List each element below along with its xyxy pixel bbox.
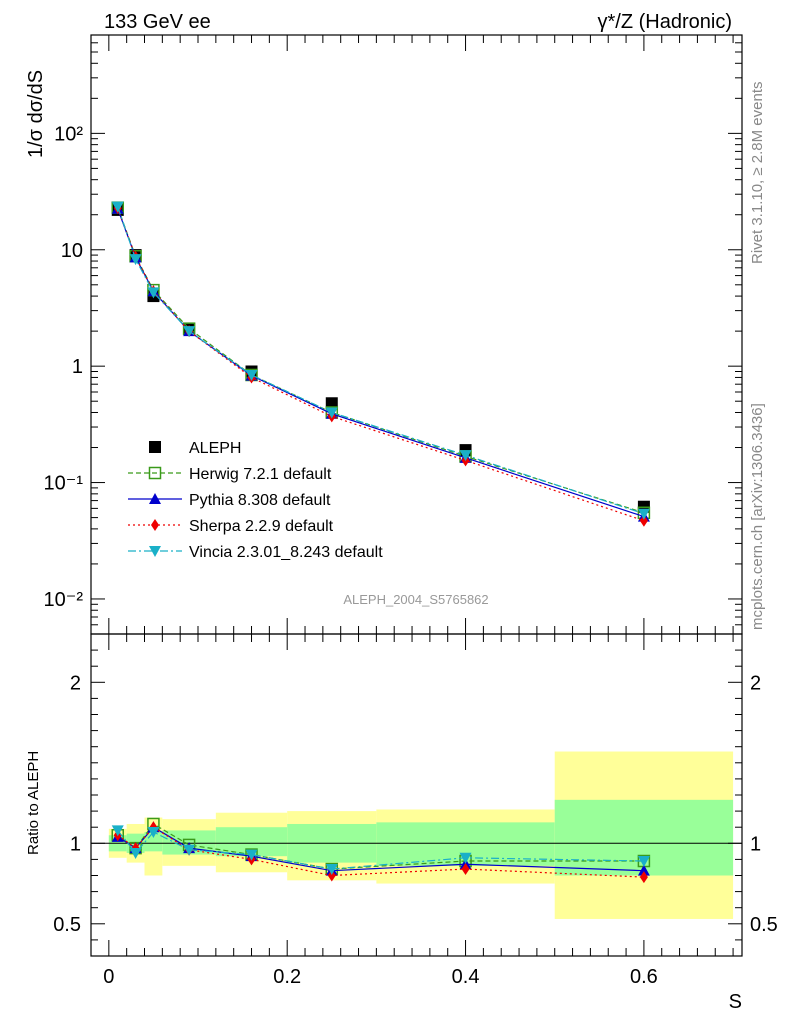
ratio-line-sherpa [117,826,644,878]
rivet-label: Rivet 3.1.10, ≥ 2.8M events [749,82,766,265]
legend-marker-data [149,441,161,453]
main-point-vincia [325,407,338,419]
main-point-sherpa [639,514,648,527]
x-axis-label: S [729,991,742,1013]
ratio-point-vincia [245,849,258,861]
header-left: 133 GeV ee [104,11,211,33]
main-point-vincia [637,508,650,520]
legend-marker-vincia [149,546,161,557]
ratio-point-sherpa [461,863,470,876]
ratio-y-tick-label-right: 2 [750,672,761,694]
main-line-pythia [117,208,645,518]
ratio-point-sherpa [639,871,648,884]
main-y-tick-label: 10⁻¹ [44,473,84,495]
analysis-id: ALEPH_2004_S5765862 [343,592,488,607]
x-tick-label: 0.4 [452,966,480,988]
x-tick-label: 0 [103,966,114,988]
ratio-point-vincia [147,827,160,839]
ratio-y-tick-label-left: 0.5 [53,914,81,936]
ratio-uncertainty-bands [108,751,734,919]
ratio-y-axis-label: Ratio to ALEPH [25,751,42,855]
x-tick-label: 0.6 [630,966,658,988]
main-series-layer [111,201,651,527]
main-y-tick-label: 10² [54,123,83,145]
ratio-y-tick-label-left: 2 [70,672,81,694]
main-point-vincia [111,201,124,213]
legend-marker-sherpa [151,519,159,531]
main-point-vincia [459,450,472,462]
ratio-point-vincia [183,844,196,856]
legend-marker-herwig [148,466,162,480]
ratio-point-vincia [325,864,338,876]
mcplots-label: mcplots.cern.ch [arXiv:1306.3436] [749,403,766,630]
x-tick-label: 0.2 [273,966,301,988]
ratio-point-sherpa [327,869,336,882]
legend-label-sherpa: Sherpa 2.2.9 default [189,518,334,535]
ratio-point-vincia [459,852,472,864]
legend-label-herwig: Herwig 7.2.1 default [189,466,332,483]
main-point-vincia [245,369,258,381]
ratio-point-vincia [129,847,142,859]
main-y-tick-label: 1 [72,356,83,378]
ratio-y-tick-label-right: 0.5 [750,914,778,936]
ratio-point-vincia [637,856,650,868]
ratio-point-vincia [111,825,124,837]
axes-layer: 10⁻² 10⁻¹ 1 10 10² 0.5 0.5 1 1 2 2 0 0.2 0.4 0.6 [44,34,778,988]
ratio-series-layer [111,817,651,884]
legend: ALEPH Herwig 7.2.1 default Pythia 8.308 de… [128,440,383,561]
main-point-vincia [129,254,142,266]
legend-marker-pythia [149,493,161,504]
legend-label-vincia: Vincia 2.3.01_8.243 default [189,544,383,561]
main-y-tick-label: 10 [61,240,83,262]
legend-label-data: ALEPH [189,440,241,457]
main-line-vincia [117,206,645,515]
main-point-vincia [183,326,196,338]
legend-label-pythia: Pythia 8.308 default [189,492,331,509]
main-y-tick-label: 10⁻² [44,589,84,611]
ratio-y-tick-label-right: 1 [750,833,761,855]
ratio-y-tick-label-left: 1 [70,833,81,855]
ratio-point-pythia [637,864,650,876]
header-right: γ*/Z (Hadronic) [598,11,732,33]
main-point-vincia [147,287,160,299]
main-y-axis-label: 1/σ dσ/dS [25,70,47,158]
